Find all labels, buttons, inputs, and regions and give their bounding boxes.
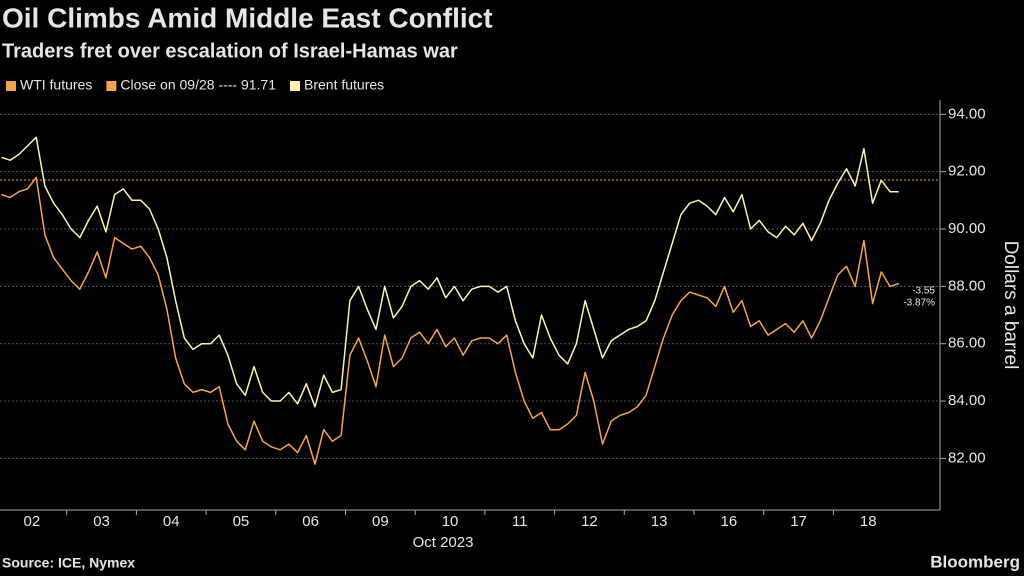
series-line (1, 176, 899, 465)
legend-swatch (6, 81, 16, 91)
x-tick-label: 12 (581, 513, 598, 530)
legend-label: Close on 09/28 ---- 91.71 (120, 77, 276, 93)
y-tick-label: 88.00 (948, 277, 986, 294)
y-tick-label: 90.00 (948, 220, 986, 237)
x-tick-label: 06 (302, 513, 319, 530)
y-tick-label: 84.00 (948, 392, 986, 409)
y-tick-label: 86.00 (948, 335, 986, 352)
x-tick-label: 17 (790, 513, 807, 530)
x-tick-label: 10 (442, 513, 459, 530)
y-axis-label: Dollars a barrel (1000, 241, 1021, 370)
x-axis-label: Oct 2023 (413, 534, 474, 551)
x-tick-label: 04 (163, 513, 180, 530)
series-line (1, 136, 899, 408)
brand: Bloomberg (930, 552, 1020, 571)
x-tick-label: 16 (721, 513, 738, 530)
x-tick-label: 13 (651, 513, 668, 530)
annotation: -3.55 (912, 286, 935, 297)
x-tick-label: 02 (24, 513, 41, 530)
y-tick-label: 94.00 (948, 105, 986, 122)
legend-swatch (290, 81, 300, 91)
x-tick-label: 11 (512, 513, 528, 530)
legend-label: Brent futures (304, 77, 384, 93)
legend-label: WTI futures (20, 77, 92, 93)
legend-swatch (106, 81, 117, 91)
x-tick-label: 05 (233, 513, 250, 530)
annotation: -3.87% (903, 298, 935, 309)
chart-title: Oil Climbs Amid Middle East Conflict (2, 2, 493, 33)
x-tick-label: 09 (372, 513, 389, 530)
chart-subtitle: Traders fret over escalation of Israel-H… (2, 40, 458, 62)
source: Source: ICE, Nymex (2, 555, 135, 571)
x-tick-label: 03 (93, 513, 110, 530)
x-tick-label: 18 (860, 513, 877, 530)
y-tick-label: 92.00 (948, 163, 986, 180)
y-tick-label: 82.00 (948, 449, 986, 466)
